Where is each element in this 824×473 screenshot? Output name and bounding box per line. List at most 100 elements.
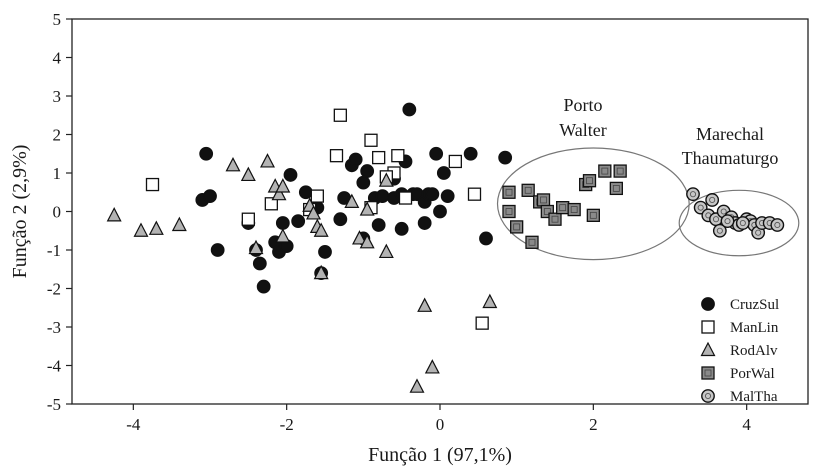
point-rodalv <box>306 205 321 220</box>
point-manlin <box>391 149 405 163</box>
point-maltha-ring <box>716 227 723 234</box>
point-rodalv <box>225 156 241 172</box>
point-maltha-ring <box>712 216 720 223</box>
y-tick-label: -1 <box>47 241 61 260</box>
point-porwal-inner <box>524 186 532 194</box>
point-cruzsul <box>203 189 217 204</box>
point-porwal <box>556 200 570 215</box>
point-rodalv <box>148 220 164 235</box>
point-cruzsul <box>318 245 332 259</box>
x-tick-label: 4 <box>742 415 751 434</box>
point-rodalv <box>482 293 498 309</box>
y-axis-title: Função 2 (2,9%) <box>9 145 31 279</box>
point-maltha <box>720 214 735 229</box>
point-porwal-inner <box>612 184 620 192</box>
legend-label: MalTha <box>730 389 778 405</box>
point-maltha-ring <box>774 221 781 229</box>
point-rodalv <box>171 216 187 232</box>
point-porwal <box>521 183 535 197</box>
legend-label: CruzSul <box>730 297 779 313</box>
point-rodalv <box>378 172 394 187</box>
point-rodalv <box>260 153 275 168</box>
x-tick-label: -4 <box>126 415 141 434</box>
point-rodalv <box>344 193 360 208</box>
legend-label: RodAlv <box>730 343 778 359</box>
point-porwal <box>502 185 516 199</box>
group-annotation-label: Porto <box>563 95 602 115</box>
point-maltha <box>770 218 785 232</box>
y-tick-label: -4 <box>47 357 62 376</box>
point-porwal-inner <box>551 215 559 223</box>
point-rodalv <box>424 359 440 374</box>
point-cruzsul <box>440 189 455 204</box>
point-porwal <box>525 235 539 249</box>
point-manlin <box>475 316 489 330</box>
point-cruzsul <box>291 214 306 229</box>
point-porwal-inner <box>505 188 513 196</box>
point-cruzsul <box>429 146 444 161</box>
point-maltha <box>705 193 720 207</box>
point-rodalv <box>313 264 329 280</box>
point-maltha-ring <box>689 191 697 198</box>
point-cruzsul <box>433 204 447 219</box>
point-rodalv <box>352 230 367 245</box>
y-tick-label: 4 <box>53 49 62 68</box>
point-porwal <box>609 181 623 196</box>
point-manlin <box>364 133 378 147</box>
point-porwal-inner <box>559 204 567 212</box>
point-cruzsul <box>298 185 313 200</box>
legend-marker-cruzsul <box>701 297 715 311</box>
point-cruzsul <box>402 102 417 117</box>
point-rodalv <box>106 207 122 222</box>
point-maltha <box>735 216 750 230</box>
point-manlin <box>333 108 347 122</box>
point-porwal-inner <box>505 208 513 215</box>
legend-marker-porwal <box>701 366 715 380</box>
point-porwal <box>536 193 551 207</box>
legend-label: ManLin <box>730 320 779 336</box>
point-porwal <box>502 204 516 219</box>
point-maltha-ring <box>739 219 746 227</box>
point-cruzsul <box>375 189 390 204</box>
point-maltha-ring <box>755 229 762 236</box>
point-porwal-inner <box>528 238 536 246</box>
point-porwal-inner <box>601 167 609 175</box>
point-cruzsul <box>199 146 214 161</box>
point-cruzsul <box>210 243 225 257</box>
point-porwal <box>510 220 524 234</box>
point-cruzsul <box>394 221 409 236</box>
legend-marker-manlin <box>701 320 715 334</box>
y-tick-label: -5 <box>47 395 61 414</box>
point-porwal <box>598 164 612 178</box>
group-annotation-label: Marechal <box>696 124 764 144</box>
y-tick-label: 1 <box>53 164 62 183</box>
point-cruzsul <box>425 187 440 202</box>
point-porwal-inner <box>616 167 624 175</box>
point-cruzsul <box>348 152 363 167</box>
group-annotation-label: Walter <box>559 120 607 140</box>
point-cruzsul <box>436 166 451 180</box>
point-rodalv <box>248 239 264 255</box>
legend-marker-rodalv <box>700 341 716 357</box>
point-manlin <box>329 149 344 163</box>
point-cruzsul <box>360 164 375 178</box>
point-rodalv <box>359 233 375 249</box>
point-cruzsul <box>333 212 348 227</box>
point-cruzsul <box>463 146 478 161</box>
point-cruzsul <box>417 216 432 230</box>
point-porwal <box>567 202 581 217</box>
point-rodalv <box>271 185 287 201</box>
point-cruzsul <box>252 256 267 271</box>
x-tick-label: 2 <box>589 415 598 434</box>
point-maltha-ring <box>720 208 727 215</box>
point-cruzsul <box>275 216 290 230</box>
point-manlin <box>372 150 386 165</box>
legend-marker-ring <box>704 392 712 400</box>
point-porwal-inner <box>570 206 578 213</box>
point-manlin <box>241 212 255 226</box>
point-porwal-inner <box>586 177 593 185</box>
point-porwal-inner <box>540 196 547 204</box>
point-rodalv <box>417 297 433 312</box>
point-rodalv <box>275 228 291 243</box>
